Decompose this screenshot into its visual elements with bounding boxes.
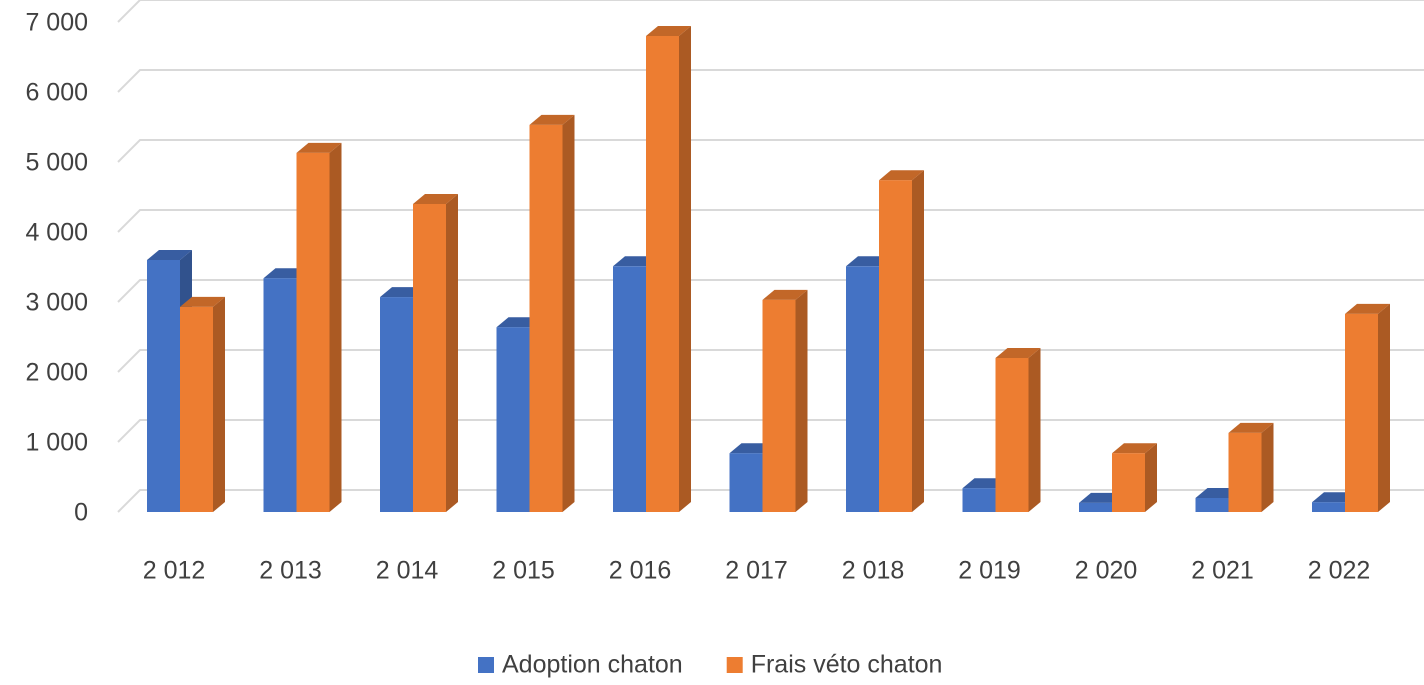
bar: [296, 142, 342, 512]
bar-front: [1312, 502, 1345, 512]
bar-top: [646, 26, 691, 36]
x-tick-label: 2 015: [492, 557, 555, 585]
bar-front: [147, 260, 180, 512]
bar-front: [1345, 313, 1378, 512]
bar-top: [995, 348, 1041, 358]
bar-side: [1028, 348, 1041, 512]
bar-top: [1228, 422, 1274, 433]
grid-line: [117, 209, 1424, 233]
x-tick-label: 2 022: [1308, 557, 1371, 585]
legend-label: Frais véto chaton: [751, 651, 943, 679]
bar-front: [962, 488, 996, 512]
bar-side: [1261, 422, 1274, 512]
bar-front: [380, 297, 413, 512]
bar-top: [762, 289, 808, 300]
bar-top: [413, 194, 458, 204]
bar-front: [1079, 502, 1112, 512]
bar-top: [879, 170, 924, 181]
bar-front: [995, 358, 1029, 512]
grid-line: [117, 69, 1424, 93]
bar: [646, 26, 691, 512]
legend-label: Adoption chaton: [502, 651, 683, 679]
bar: [1228, 422, 1274, 512]
x-tick-label: 2 017: [725, 557, 788, 585]
bar: [1112, 443, 1157, 512]
bar-front: [413, 204, 446, 512]
bar-side: [213, 296, 225, 512]
bar-front: [496, 327, 530, 512]
bar: [762, 289, 808, 512]
bar-side: [795, 289, 808, 512]
x-tick-label: 2 021: [1191, 557, 1254, 585]
bar-front: [762, 299, 796, 512]
bar-front: [1195, 498, 1229, 512]
x-tick-label: 2 016: [609, 557, 672, 585]
bar-top: [1345, 303, 1390, 314]
grid-line: [117, 349, 1424, 373]
bar-front: [1112, 453, 1145, 512]
bar: [529, 114, 575, 513]
bar: [413, 194, 458, 512]
y-tick-label: 7 000: [25, 9, 88, 37]
x-tick-label: 2 013: [259, 557, 322, 585]
bar-front: [529, 124, 563, 513]
bar-side: [446, 194, 458, 512]
legend-swatch: [726, 657, 743, 673]
bar: [995, 348, 1041, 512]
legend: Adoption chaton Frais véto chaton: [478, 651, 942, 679]
y-tick-label: 2 000: [25, 359, 88, 387]
bar-side: [329, 142, 342, 512]
y-tick-label: 5 000: [25, 149, 88, 177]
bar: [1345, 303, 1390, 512]
bar-side: [912, 170, 924, 512]
y-tick-label: 4 000: [25, 219, 88, 247]
legend-swatch: [478, 657, 494, 673]
y-tick-label: 1 000: [25, 429, 88, 457]
bar-front: [1228, 432, 1262, 512]
x-tick-label: 2 020: [1075, 557, 1138, 585]
bar-side: [1378, 303, 1390, 512]
bar-top: [147, 250, 192, 260]
bar-top: [180, 296, 225, 307]
bar: [879, 170, 924, 512]
y-tick-label: 6 000: [25, 79, 88, 107]
bar-top: [1112, 443, 1157, 454]
bar-side: [679, 26, 691, 512]
y-tick-label: 3 000: [25, 289, 88, 317]
bar-front: [879, 180, 912, 512]
bar: [180, 296, 225, 512]
bar-front: [263, 278, 297, 512]
x-tick-label: 2 019: [958, 557, 1021, 585]
bar-side: [1145, 443, 1157, 512]
bar-top: [529, 114, 575, 125]
bar-front: [646, 36, 679, 512]
bar-front: [613, 266, 646, 512]
bar-top: [296, 142, 342, 153]
bar-side: [562, 114, 575, 513]
x-tick-label: 2 014: [376, 557, 439, 585]
y-tick-label: 0: [74, 499, 88, 527]
x-tick-label: 2 012: [143, 557, 206, 585]
grid-line: [117, 139, 1424, 163]
grid-line: [117, 279, 1424, 303]
grid-line: [117, 0, 1424, 23]
bar-front: [180, 306, 213, 512]
x-tick-label: 2 018: [842, 557, 905, 585]
bar-front: [296, 152, 330, 512]
bar-front: [729, 453, 763, 512]
bar-front: [846, 266, 879, 512]
